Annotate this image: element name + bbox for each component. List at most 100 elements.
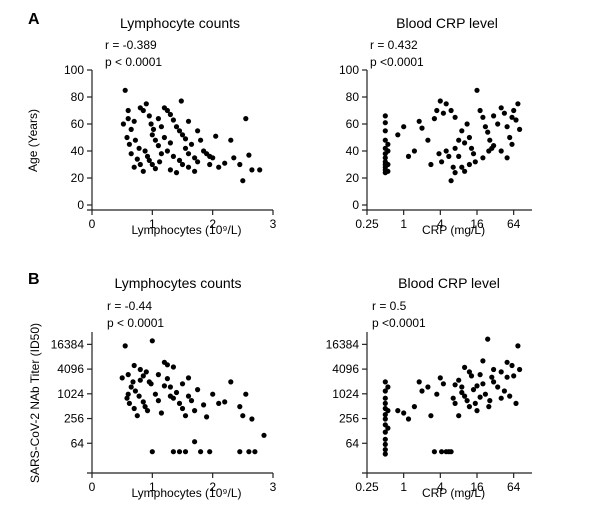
data-point	[468, 373, 475, 379]
y-tick-label: 0	[77, 198, 84, 212]
x-tick-label: 1	[400, 217, 407, 231]
data-point	[513, 400, 519, 406]
data-point	[179, 161, 186, 168]
data-point	[385, 148, 391, 154]
p-value: p < 0.0001	[105, 55, 162, 69]
x-tick-label: 0	[89, 480, 96, 494]
data-point	[456, 413, 462, 419]
data-point	[507, 134, 513, 141]
data-point	[517, 126, 523, 132]
data-point	[385, 408, 391, 414]
data-point	[192, 168, 198, 174]
data-point	[152, 137, 158, 143]
chart-a-right: Blood CRP level r = 0.432 p <0.0001 0.25 1 4 1…	[339, 15, 532, 237]
data-point	[216, 164, 222, 170]
data-point	[401, 410, 407, 416]
data-point	[462, 364, 468, 370]
data-point	[188, 141, 195, 147]
data-point	[509, 362, 515, 369]
x-tick-label: 1	[149, 480, 156, 494]
data-point	[243, 391, 249, 397]
data-point	[152, 166, 158, 172]
data-point	[155, 116, 161, 122]
data-point	[411, 404, 417, 410]
data-point	[456, 137, 462, 143]
data-point	[448, 107, 454, 114]
data-point	[459, 164, 465, 170]
data-point	[131, 405, 137, 412]
data-point	[170, 117, 176, 123]
data-point	[143, 369, 149, 375]
data-point	[125, 116, 131, 122]
y-tick-label: 40	[71, 144, 85, 158]
data-point	[170, 364, 176, 370]
data-point	[182, 145, 189, 151]
data-point	[176, 157, 183, 163]
data-point	[128, 384, 134, 390]
data-point	[131, 362, 137, 369]
data-point	[480, 155, 486, 161]
data-point	[188, 398, 195, 404]
data-point	[439, 159, 445, 165]
data-point	[411, 148, 417, 154]
data-point	[486, 404, 492, 410]
data-point	[210, 155, 216, 161]
data-point	[437, 375, 443, 381]
data-point	[459, 389, 465, 396]
data-point	[419, 125, 425, 131]
data-point	[228, 137, 234, 143]
y-tick-label: 80	[71, 90, 85, 104]
x-tick-label: 16	[470, 217, 484, 231]
data-point	[122, 343, 128, 349]
y-tick-label: 100	[339, 63, 359, 77]
data-point	[192, 408, 198, 414]
y-tick-label: 20	[346, 171, 360, 185]
data-point	[142, 148, 148, 154]
data-point	[382, 451, 388, 457]
data-point	[149, 161, 155, 168]
x-tick-label: 2	[209, 480, 216, 494]
data-point	[125, 372, 131, 378]
x-tick-label: 64	[507, 217, 521, 231]
data-point	[195, 387, 201, 393]
data-point	[385, 141, 391, 147]
data-point	[464, 398, 470, 404]
chart-title: Blood CRP level	[398, 275, 500, 291]
data-point	[136, 145, 142, 151]
y-axis-label: Age (Years)	[26, 109, 40, 172]
data-point	[185, 151, 192, 157]
data-point	[249, 416, 255, 422]
data-point	[231, 155, 237, 161]
data-point	[158, 410, 164, 416]
data-point	[382, 412, 388, 418]
data-point	[466, 404, 472, 410]
data-point	[459, 384, 465, 390]
data-point	[128, 126, 134, 132]
data-point	[452, 114, 458, 120]
data-point	[237, 161, 243, 168]
data-point	[480, 358, 486, 364]
chart-a-left: Lymphocyte counts r = -0.389 p < 0.0001 0 1 2…	[26, 15, 277, 237]
data-point	[240, 413, 246, 419]
data-point	[485, 129, 491, 135]
data-point	[134, 413, 140, 419]
data-point	[173, 389, 180, 396]
data-point	[142, 404, 148, 410]
x-tick-label: 3	[270, 480, 277, 494]
p-value: p <0.0001	[372, 316, 426, 330]
data-point	[385, 168, 391, 174]
data-point	[495, 384, 501, 390]
data-point	[167, 111, 173, 118]
data-point	[491, 366, 497, 373]
data-point	[167, 140, 173, 146]
data-point	[257, 167, 263, 173]
data-point	[382, 400, 388, 406]
data-point	[146, 157, 152, 163]
data-point	[252, 449, 258, 455]
charts-container: Lymphocyte counts r = -0.389 p < 0.0001 0 1 2…	[26, 15, 532, 500]
data-point	[419, 388, 425, 394]
data-point	[450, 164, 456, 170]
data-point	[495, 121, 501, 127]
x-tick-label: 16	[470, 480, 484, 494]
